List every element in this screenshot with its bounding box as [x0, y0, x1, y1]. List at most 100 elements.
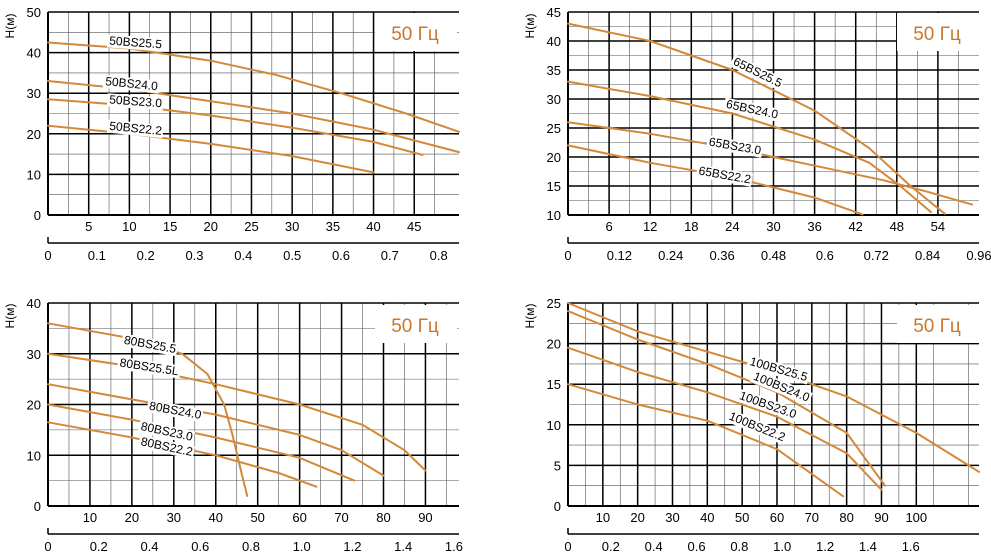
- curve-label-bg: [116, 356, 182, 379]
- y-axis-label: H(м): [523, 304, 537, 329]
- x-tick-label-secondary: 1.4: [394, 539, 412, 554]
- x-tick-label-flow: 35: [326, 219, 340, 234]
- x-tick-label-secondary: 0.24: [658, 248, 683, 263]
- x-tick-label-secondary: 0: [564, 248, 571, 263]
- x-tick-label-flow: 20: [630, 510, 644, 525]
- x-tick-label-flow: 100: [905, 510, 927, 525]
- y-tick-label: 25: [547, 121, 561, 136]
- y-axis-label: H(м): [3, 304, 17, 329]
- x-tick-label-secondary: 0.2: [90, 539, 108, 554]
- y-tick-label: 30: [27, 347, 41, 362]
- curve-label-bg: [695, 164, 754, 187]
- y-tick-label: 45: [547, 5, 561, 20]
- x-tick-label-secondary: 1.6: [902, 539, 920, 554]
- y-tick-label: 10: [547, 418, 561, 433]
- curve-label-bg: [729, 54, 786, 91]
- curve-80BS22.2: [47, 421, 318, 488]
- y-axis-label: H(м): [3, 14, 17, 39]
- x-tick-label-flow: 42: [848, 219, 862, 234]
- curve-label: 50BS22.2: [109, 119, 163, 138]
- curve-label-bg: [106, 34, 164, 52]
- x-tick-label-flow: 30: [766, 219, 780, 234]
- x-tick-label-secondary: 0.48: [761, 248, 786, 263]
- curve-label: 65BS22.2: [698, 164, 753, 187]
- x-tick-label-flow: 10: [83, 510, 97, 525]
- curve-label: 50BS24.0: [105, 74, 159, 93]
- y-tick-label: 15: [547, 179, 561, 194]
- y-tick-label: 5: [554, 458, 561, 473]
- x-tick-label-flow: 20: [204, 219, 218, 234]
- freq-label: 50 Гц: [391, 316, 439, 337]
- x-tick-label-flow: 24: [725, 219, 739, 234]
- curve-label-bg: [725, 409, 789, 445]
- chart-panel-2: 10 15 20 25 30 35 40 45 H(м) 6 12 18 24 30 36 42 48 54 0 0.…: [523, 5, 991, 263]
- x-tick-label-secondary: 0.84: [915, 248, 940, 263]
- curve-65BS24.0: [567, 80, 932, 214]
- y-tick-label: 0: [554, 499, 561, 514]
- y-tick-label: 40: [27, 46, 41, 61]
- x-tick-label-flow: 6: [605, 219, 612, 234]
- y-tick-label: 30: [547, 92, 561, 107]
- curve-label-bg: [102, 74, 160, 94]
- x-tick-label-secondary: 0.8: [430, 248, 448, 263]
- x-tick-label-flow: 25: [244, 219, 258, 234]
- x-tick-label-flow: 48: [890, 219, 904, 234]
- y-tick-label: 10: [27, 167, 41, 182]
- x-tick-label-flow: 90: [418, 510, 432, 525]
- x-tick-label-secondary: 1.4: [859, 539, 877, 554]
- x-tick-label-flow: 80: [839, 510, 853, 525]
- x-tick-label-secondary: 0.5: [283, 248, 301, 263]
- x-tick-label-secondary: 0.6: [687, 539, 705, 554]
- curve-label-bg: [106, 119, 164, 139]
- y-tick-label: 10: [547, 208, 561, 223]
- freq-badge-bg: [897, 13, 979, 51]
- x-tick-label-secondary: 0.12: [607, 248, 632, 263]
- curve-65BS25.5: [567, 22, 946, 215]
- x-tick-label-secondary: 0.4: [140, 539, 158, 554]
- curve-label: 65BS23.0: [708, 135, 763, 158]
- x-tick-label-flow: 40: [209, 510, 223, 525]
- x-tick-label-flow: 15: [163, 219, 177, 234]
- curve-80BS24.0: [47, 383, 385, 477]
- curve-label-bg: [705, 135, 764, 158]
- curve-label: 50BS23.0: [109, 92, 163, 110]
- x-tick-label-flow: 90: [874, 510, 888, 525]
- x-tick-label-flow: 18: [684, 219, 698, 234]
- x-tick-label-secondary: 0.36: [709, 248, 734, 263]
- x-tick-label-flow: 5: [85, 219, 92, 234]
- x-tick-label-secondary: 0: [564, 539, 571, 554]
- y-tick-label: 35: [547, 63, 561, 78]
- x-tick-label-flow: 30: [285, 219, 299, 234]
- curve-label-bg: [722, 97, 781, 122]
- x-tick-label-secondary: 0.8: [730, 539, 748, 554]
- freq-label: 50 Гц: [913, 316, 961, 337]
- x-tick-label-secondary: 1.0: [293, 539, 311, 554]
- y-tick-label: 40: [27, 296, 41, 311]
- x-tick-label-secondary: 0.3: [185, 248, 203, 263]
- freq-badge-bg: [375, 13, 457, 51]
- curve-label-bg: [749, 369, 813, 406]
- y-tick-label: 20: [547, 150, 561, 165]
- y-tick-label: 30: [27, 86, 41, 101]
- curve-label-bg: [120, 333, 179, 357]
- x-tick-label-flow: 50: [735, 510, 749, 525]
- y-tick-label: 20: [547, 337, 561, 352]
- y-tick-label: 0: [34, 208, 41, 223]
- x-tick-label-flow: 40: [366, 219, 380, 234]
- y-tick-label: 20: [27, 398, 41, 413]
- x-tick-label-secondary: 1.6: [445, 539, 463, 554]
- curve-label: 50BS25.5: [109, 34, 163, 52]
- x-tick-label-flow: 20: [125, 510, 139, 525]
- curve-80BS23.0: [47, 403, 356, 482]
- x-tick-label-flow: 80: [376, 510, 390, 525]
- curve-label-bg: [137, 434, 196, 460]
- freq-badge-bg: [897, 305, 979, 343]
- x-tick-label-secondary: 0.6: [816, 248, 834, 263]
- x-tick-label-secondary: 0.2: [137, 248, 155, 263]
- curve-50BS22.2: [47, 124, 375, 174]
- curve-100BS24.0: [567, 310, 886, 487]
- x-tick-label-secondary: 0.96: [966, 248, 991, 263]
- x-tick-label-secondary: 0.4: [645, 539, 663, 554]
- freq-badge-bg: [375, 305, 457, 343]
- freq-label: 50 Гц: [391, 24, 439, 45]
